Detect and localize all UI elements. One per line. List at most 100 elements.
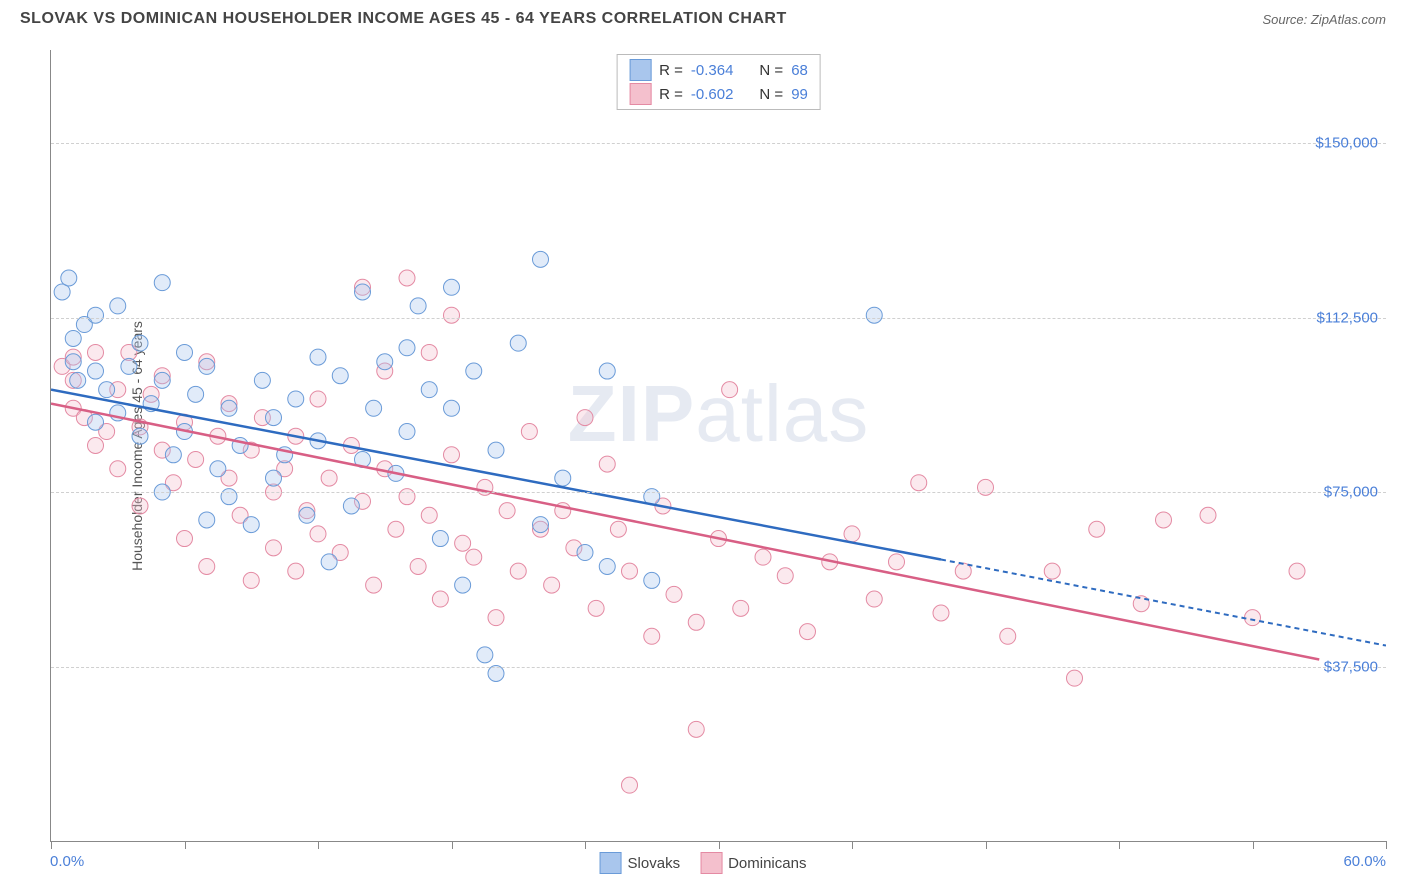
r-label: R = (659, 86, 683, 103)
gridline (51, 143, 1386, 144)
data-point (432, 531, 448, 547)
x-tick (51, 841, 52, 849)
data-point (866, 591, 882, 607)
data-point (466, 363, 482, 379)
data-point (1245, 610, 1261, 626)
data-point (610, 521, 626, 537)
data-point (310, 349, 326, 365)
swatch-dominicans-icon (700, 852, 722, 874)
x-tick (585, 841, 586, 849)
data-point (588, 600, 604, 616)
data-point (466, 549, 482, 565)
data-point (65, 330, 81, 346)
gridline (51, 318, 1386, 319)
data-point (377, 354, 393, 370)
data-point (243, 517, 259, 533)
y-tick-label: $150,000 (1315, 135, 1378, 152)
data-point (844, 526, 860, 542)
data-point (488, 610, 504, 626)
data-point (444, 279, 460, 295)
r-label: R = (659, 62, 683, 79)
data-point (1000, 628, 1016, 644)
x-tick (719, 841, 720, 849)
series-legend: Slovaks Dominicans (600, 852, 807, 874)
chart-plot-area: ZIPatlas R = -0.364 N = 68 R = -0.602 N … (50, 50, 1386, 842)
data-point (199, 558, 215, 574)
data-point (800, 624, 816, 640)
data-point (243, 572, 259, 588)
data-point (1289, 563, 1305, 579)
n-label: N = (759, 86, 783, 103)
swatch-slovaks (629, 59, 651, 81)
data-point (577, 545, 593, 561)
data-point (599, 456, 615, 472)
x-tick (1119, 841, 1120, 849)
data-point (421, 344, 437, 360)
source-label: Source: (1262, 12, 1310, 27)
legend-label-slovaks: Slovaks (628, 855, 681, 872)
data-point (310, 526, 326, 542)
data-point (99, 382, 115, 398)
y-tick-label: $112,500 (1317, 309, 1378, 326)
data-point (599, 363, 615, 379)
data-point (421, 507, 437, 523)
data-point (455, 577, 471, 593)
data-point (343, 498, 359, 514)
data-point (499, 503, 515, 519)
data-point (1089, 521, 1105, 537)
data-point (432, 591, 448, 607)
data-point (933, 605, 949, 621)
r-value-dominicans: -0.602 (691, 86, 734, 103)
data-point (132, 428, 148, 444)
data-point (444, 307, 460, 323)
chart-title: SLOVAK VS DOMINICAN HOUSEHOLDER INCOME A… (20, 10, 787, 28)
data-point (221, 400, 237, 416)
data-point (266, 410, 282, 426)
correlation-legend: R = -0.364 N = 68 R = -0.602 N = 99 (616, 54, 821, 110)
data-point (410, 558, 426, 574)
n-value-dominicans: 99 (791, 86, 808, 103)
data-point (1067, 670, 1083, 686)
data-point (688, 721, 704, 737)
data-point (644, 572, 660, 588)
data-point (599, 558, 615, 574)
x-tick (986, 841, 987, 849)
data-point (88, 363, 104, 379)
data-point (266, 470, 282, 486)
legend-row-slovaks: R = -0.364 N = 68 (629, 59, 808, 81)
x-tick (1253, 841, 1254, 849)
data-point (110, 461, 126, 477)
data-point (355, 284, 371, 300)
data-point (521, 424, 537, 440)
y-tick-label: $75,000 (1324, 484, 1378, 501)
data-point (288, 563, 304, 579)
data-point (644, 628, 660, 644)
x-tick (852, 841, 853, 849)
data-point (154, 275, 170, 291)
data-point (722, 382, 738, 398)
data-point (266, 540, 282, 556)
data-point (399, 340, 415, 356)
data-point (88, 344, 104, 360)
legend-label-dominicans: Dominicans (728, 855, 806, 872)
data-point (755, 549, 771, 565)
x-axis-max-label: 60.0% (1343, 853, 1386, 870)
data-point (533, 517, 549, 533)
data-point (488, 665, 504, 681)
data-point (444, 400, 460, 416)
data-point (88, 414, 104, 430)
data-point (544, 577, 560, 593)
legend-row-dominicans: R = -0.602 N = 99 (629, 83, 808, 105)
data-point (177, 344, 193, 360)
data-point (421, 382, 437, 398)
data-point (666, 586, 682, 602)
data-point (622, 563, 638, 579)
data-point (88, 307, 104, 323)
data-point (388, 521, 404, 537)
data-point (622, 777, 638, 793)
data-point (88, 438, 104, 454)
n-value-slovaks: 68 (791, 62, 808, 79)
swatch-dominicans (629, 83, 651, 105)
scatter-svg (51, 50, 1386, 841)
data-point (321, 470, 337, 486)
